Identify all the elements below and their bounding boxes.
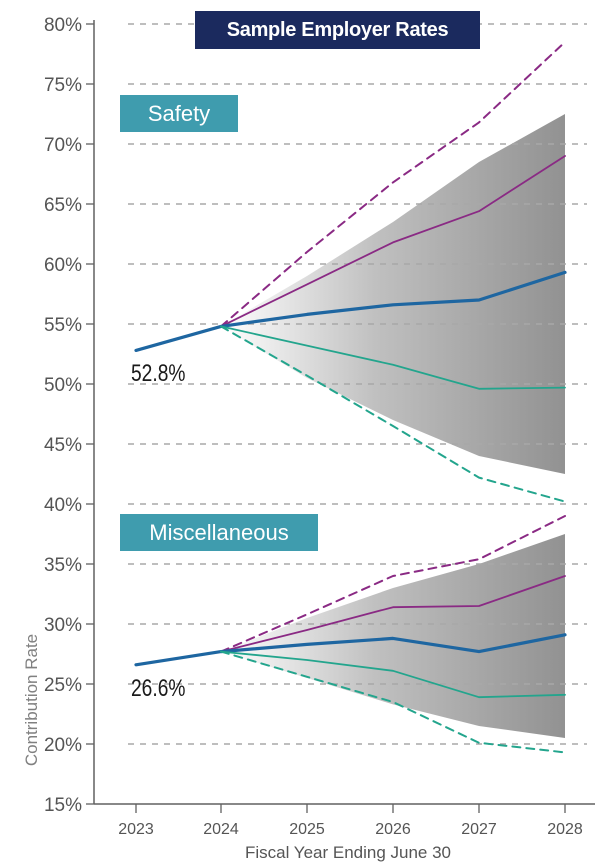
x-tick-label: 2026 (375, 821, 411, 838)
start-value-label-miscellaneous: 26.6% (131, 674, 186, 702)
shaded-band-miscellaneous (221, 534, 565, 738)
series-line-safety-dashed-upper (220, 41, 566, 328)
y-tick-label: 30% (44, 615, 82, 636)
y-tick-label: 40% (44, 495, 82, 516)
group-label-miscellaneous: Miscellaneous (120, 514, 318, 551)
y-tick-label: 55% (44, 315, 82, 336)
y-tick-label: 60% (44, 255, 82, 276)
y-tick-label: 20% (44, 735, 82, 756)
x-axis-label: Fiscal Year Ending June 30 (244, 843, 452, 862)
series-line-safety-upper (220, 155, 566, 328)
series-line-safety-dashed-lower (220, 325, 566, 503)
series-line-miscellaneous-upper (220, 575, 566, 653)
series-lines (134, 41, 567, 754)
series-line-safety-lower (220, 325, 566, 390)
y-tick-label: 80% (44, 15, 82, 36)
y-tick-label: 50% (44, 375, 82, 396)
axes (86, 20, 595, 813)
y-axis-label: Contribution Rate (22, 633, 41, 767)
series-line-miscellaneous-lower (220, 650, 566, 699)
shaded-band-safety (221, 114, 565, 474)
y-tick-label: 35% (44, 555, 82, 576)
y-tick-label: 45% (44, 435, 82, 456)
x-tick-label: 2024 (203, 821, 239, 838)
y-tick-label: 75% (44, 75, 82, 96)
series-line-miscellaneous-dashed-upper (220, 515, 566, 653)
y-tick-label: 15% (44, 795, 82, 816)
y-tick-label: 70% (44, 135, 82, 156)
y-tick-label: 65% (44, 195, 82, 216)
x-tick-label: 2023 (118, 821, 154, 838)
x-tick-label: 2028 (547, 821, 583, 838)
series-line-miscellaneous-median (134, 633, 567, 667)
start-value-label-safety: 52.8% (131, 360, 186, 388)
x-tick-label: 2025 (289, 821, 325, 838)
group-label-safety: Safety (120, 95, 238, 132)
y-tick-label: 25% (44, 675, 82, 696)
series-line-miscellaneous-dashed-lower (220, 650, 566, 754)
series-line-safety-median (134, 270, 567, 352)
tick-labels: 15% 20% 25% 30% 35% 40% 45% 50% 55% 60% 65% 70% 75% 8… (44, 15, 583, 838)
chart-title: Sample Employer Rates (195, 11, 480, 49)
x-tick-label: 2027 (461, 821, 497, 838)
